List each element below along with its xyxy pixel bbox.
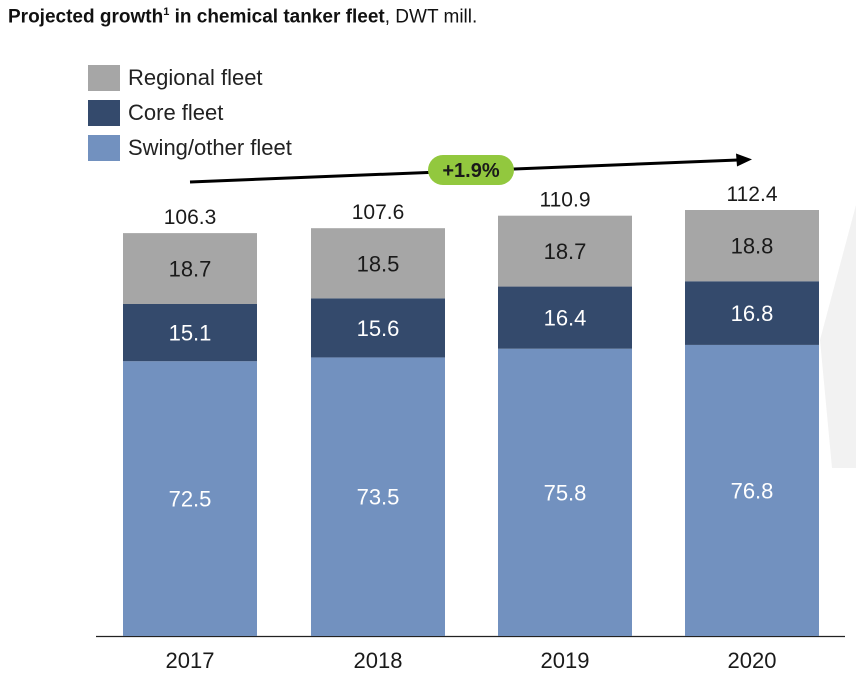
bar-segment-core-2019 xyxy=(498,286,632,349)
title-bold-prefix: Projected growth xyxy=(8,6,164,28)
title-unit: , DWT mill. xyxy=(384,6,478,28)
bar-segment-regional-2020 xyxy=(685,210,819,282)
legend: Regional fleet Core fleet Swing/other fl… xyxy=(88,60,292,165)
legend-label-core: Core fleet xyxy=(128,99,224,125)
total-label-2017: 106.3 xyxy=(164,206,217,229)
total-label-2020: 112.4 xyxy=(727,183,778,206)
data-label-core-2020: 16.8 xyxy=(731,301,774,326)
bar-segment-swing-2019 xyxy=(498,348,632,636)
bar-segment-swing-2020 xyxy=(685,344,819,636)
data-label-core-2018: 15.6 xyxy=(357,316,400,341)
data-label-swing-2020: 76.8 xyxy=(731,478,774,503)
chart-title: Projected growth1 in chemical tanker fle… xyxy=(8,6,477,28)
total-label-2019: 110.9 xyxy=(540,189,591,212)
data-label-regional-2018: 18.5 xyxy=(357,251,400,276)
bar-segment-core-2020 xyxy=(685,281,819,345)
bar-segment-swing-2018 xyxy=(311,357,445,636)
legend-item-core: Core fleet xyxy=(88,95,292,130)
data-label-core-2017: 15.1 xyxy=(169,321,212,346)
legend-item-swing: Swing/other fleet xyxy=(88,130,292,165)
legend-item-regional: Regional fleet xyxy=(88,60,292,95)
growth-badge-label: +1.9% xyxy=(442,160,499,182)
data-label-swing-2017: 72.5 xyxy=(169,487,212,512)
x-tick-label-2018: 2018 xyxy=(354,648,403,673)
x-tick-label-2020: 2020 xyxy=(728,648,777,673)
data-label-regional-2017: 18.7 xyxy=(169,257,212,282)
title-bold-suffix: in chemical tanker fleet xyxy=(169,6,385,28)
legend-label-swing: Swing/other fleet xyxy=(128,134,292,160)
data-label-swing-2019: 75.8 xyxy=(544,480,587,505)
bar-segment-regional-2018 xyxy=(311,228,445,299)
growth-badge xyxy=(428,155,514,185)
data-label-regional-2020: 18.8 xyxy=(731,234,774,259)
legend-swatch-swing xyxy=(88,134,120,161)
data-label-core-2019: 16.4 xyxy=(544,306,587,331)
title-footnote-mark: 1 xyxy=(163,6,170,18)
total-label-2018: 107.6 xyxy=(352,201,405,224)
x-tick-label-2017: 2017 xyxy=(166,648,215,673)
x-tick-label-2019: 2019 xyxy=(541,648,590,673)
decorative-edge-shape xyxy=(820,205,856,468)
bar-segment-core-2017 xyxy=(123,303,257,362)
bar-segment-regional-2017 xyxy=(123,233,257,304)
bar-segment-swing-2017 xyxy=(123,361,257,636)
growth-arrow-head xyxy=(736,153,752,167)
data-label-regional-2019: 18.7 xyxy=(544,239,587,264)
legend-swatch-core xyxy=(88,99,120,126)
bar-segment-regional-2019 xyxy=(498,215,632,287)
legend-swatch-regional xyxy=(88,64,120,91)
bar-segment-core-2018 xyxy=(311,298,445,358)
legend-label-regional: Regional fleet xyxy=(128,64,263,90)
data-label-swing-2018: 73.5 xyxy=(357,485,400,510)
